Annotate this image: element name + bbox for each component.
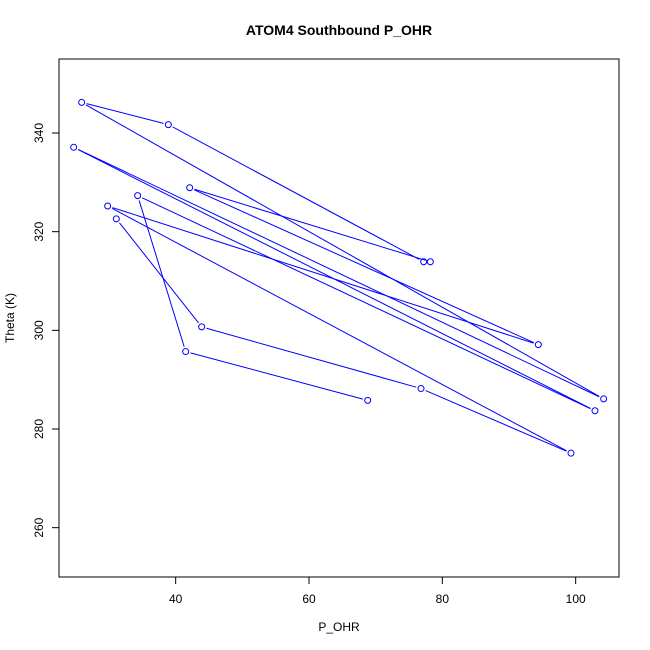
series-line [77,103,600,452]
data-point [186,184,194,192]
data-point [417,385,425,393]
series-segment [141,197,591,410]
series-segment [111,207,567,452]
x-tick-label: 60 [302,592,316,606]
data-point [567,449,575,457]
series-segment [77,148,600,398]
data-point [420,258,428,266]
data-point [104,202,112,210]
series-segment [86,103,164,124]
y-tick-label: 320 [32,221,46,241]
data-point [600,395,608,403]
y-tick-label: 340 [32,123,46,143]
plot-frame [58,58,620,578]
y-tick-label: 260 [32,517,46,537]
series-segment [194,189,534,344]
x-tick-label: 100 [566,592,586,606]
data-point [134,192,142,200]
series-points [70,98,608,457]
data-point [164,121,172,129]
series-segment [119,222,199,324]
chart-title: ATOM4 Southbound P_OHR [246,22,432,38]
x-tick-label: 80 [436,592,450,606]
data-point [534,341,542,349]
data-point [70,143,78,151]
data-point [426,258,434,266]
data-point [198,323,206,331]
y-tick-label: 300 [32,320,46,340]
series-segment [112,207,534,344]
series-segment [206,327,417,388]
series-segment [172,126,420,260]
data-point [78,98,86,106]
x-axis: 40 60 80 100 [169,577,586,606]
series-segment [190,352,363,400]
y-axis-label: Theta (K) [3,293,17,343]
series-segment [425,390,567,452]
x-tick-label: 40 [169,592,183,606]
data-point [364,396,372,404]
series-segment [138,200,185,347]
data-point [591,407,599,415]
series-segment [194,188,426,261]
y-axis: 260 280 300 320 340 [32,123,59,538]
x-axis-label: P_OHR [318,620,360,634]
data-point [112,215,120,223]
series-segment [85,104,600,397]
y-tick-label: 280 [32,419,46,439]
data-point [182,348,190,356]
